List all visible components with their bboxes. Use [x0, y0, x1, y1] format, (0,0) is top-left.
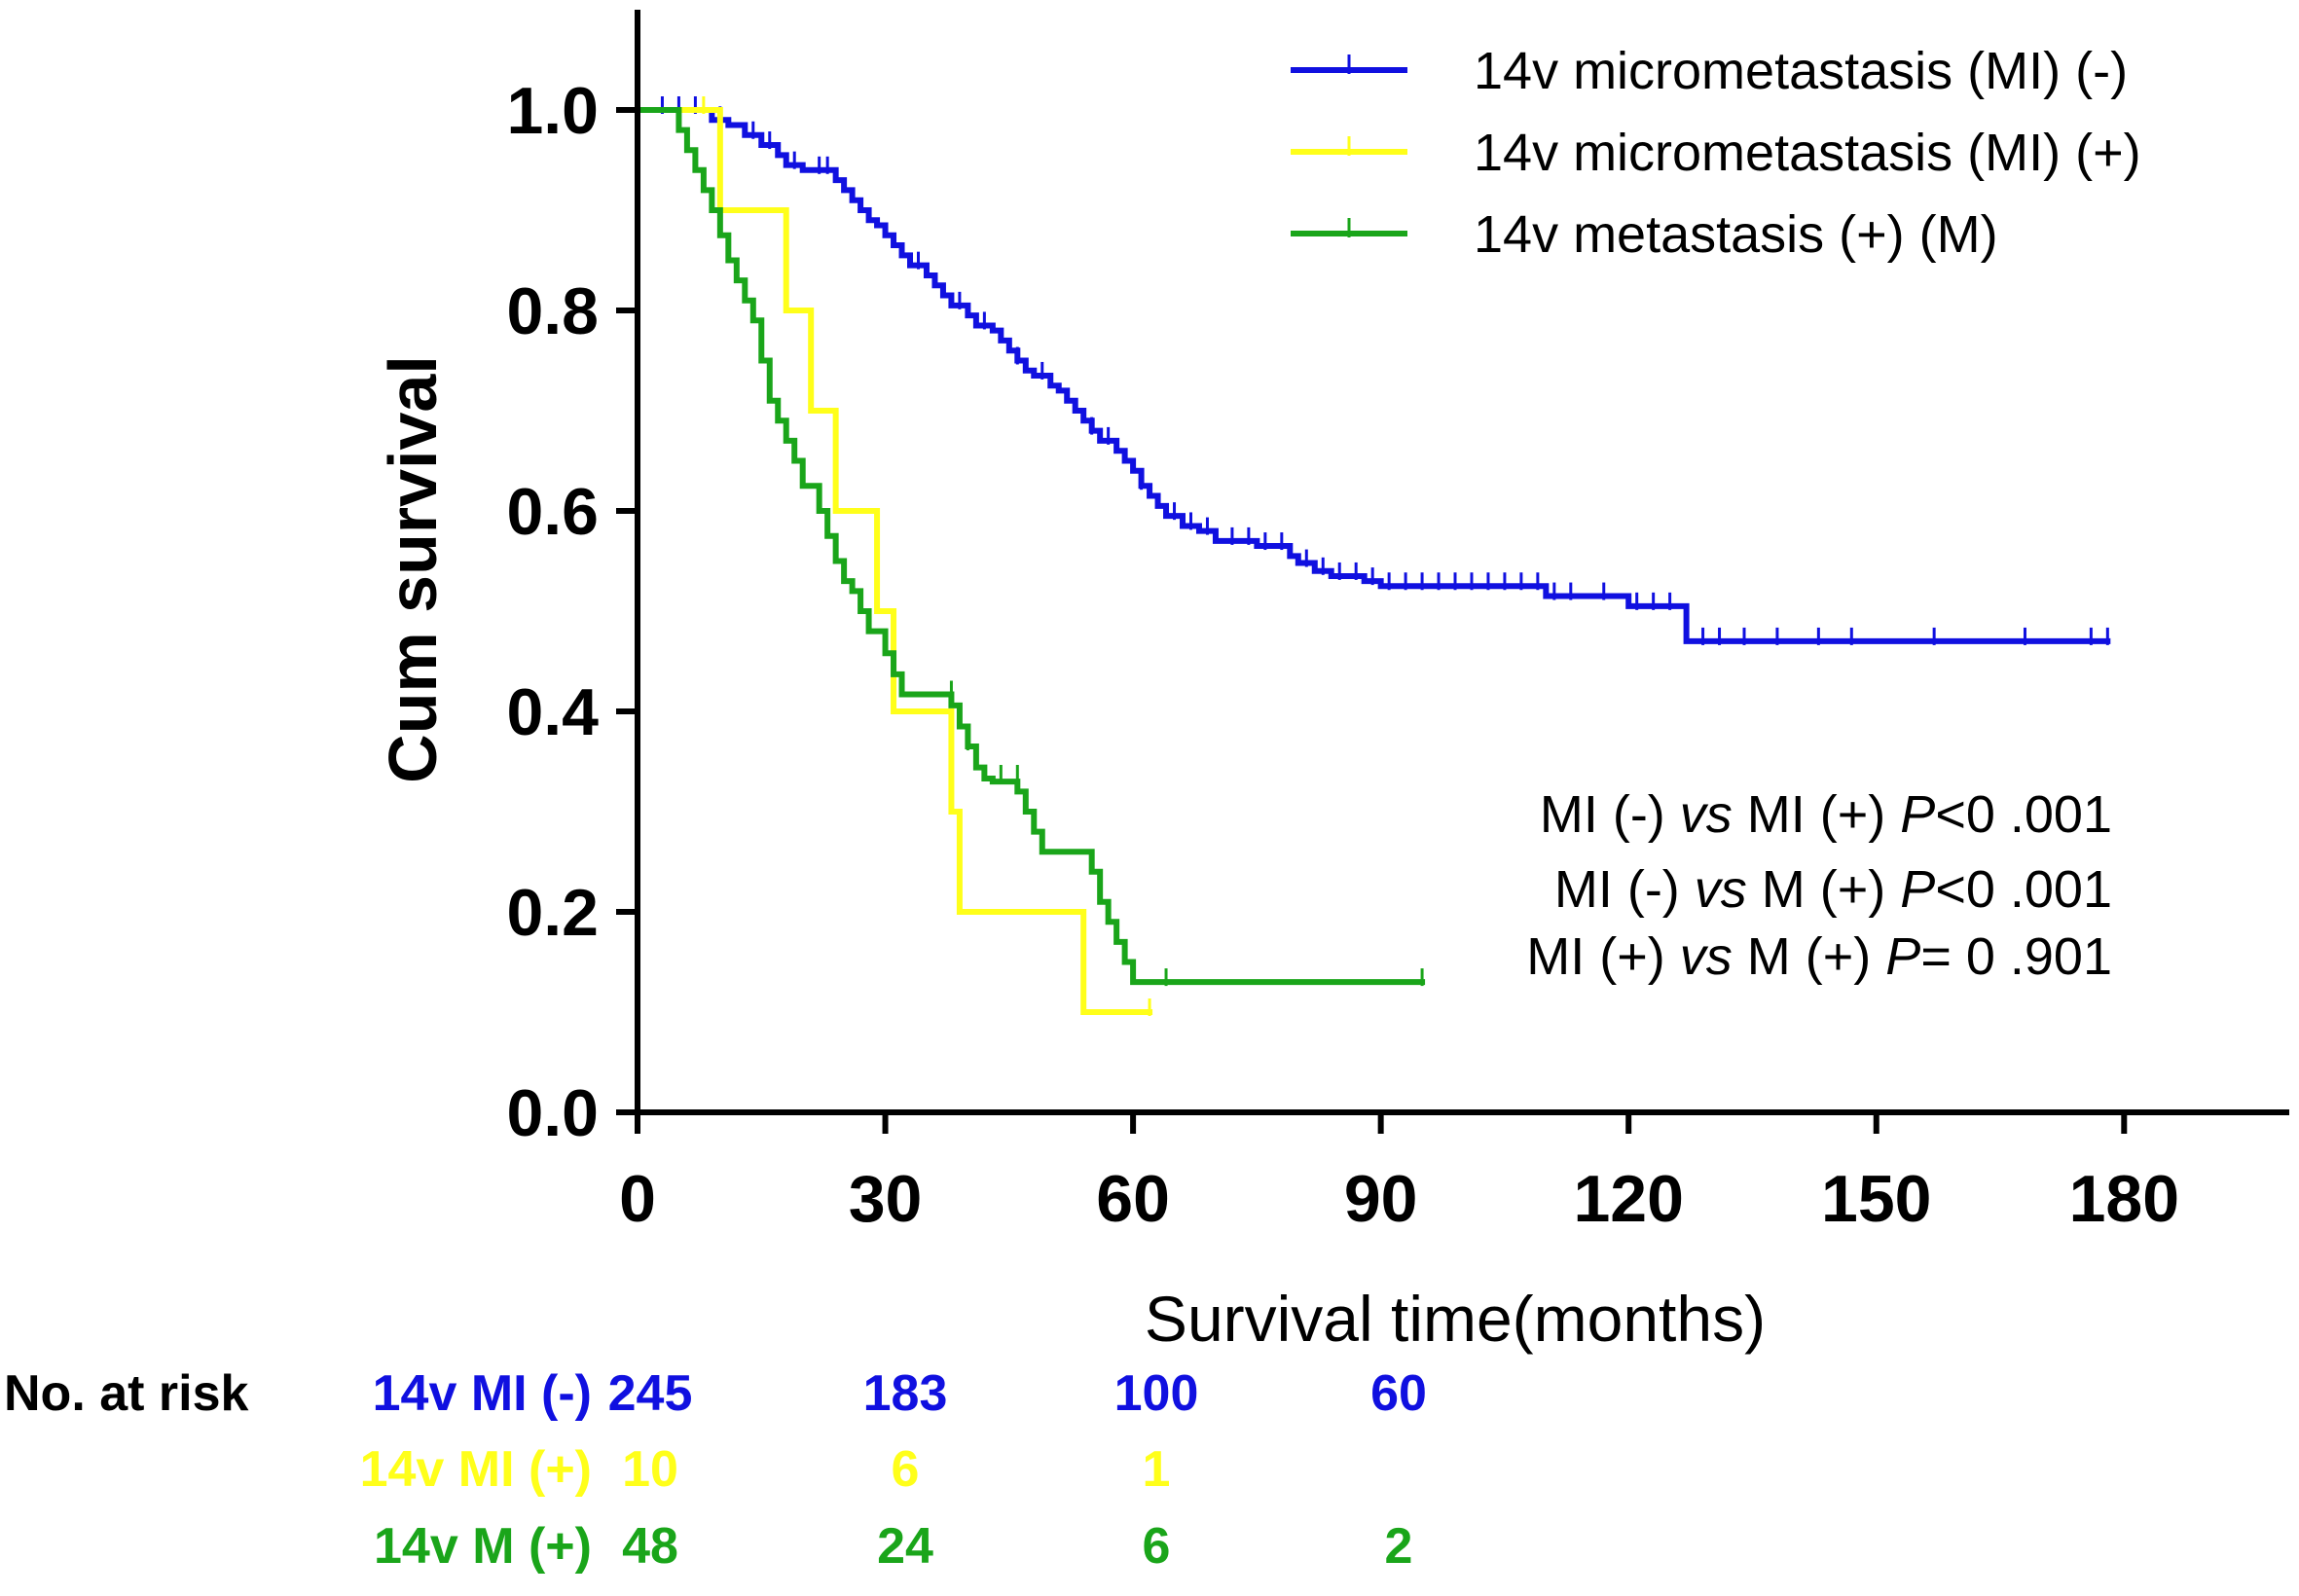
legend-label: 14v micrometastasis (MI) (-) [1474, 42, 2128, 100]
p-value-part: vs [1695, 860, 1747, 919]
risk-table: No. at risk 14v MI (-) 245 183 100 60 14v MI (… [4, 1365, 1427, 1575]
x-tick-label: 120 [1573, 1162, 1683, 1236]
risk-row-label: 14v M (+) [374, 1518, 592, 1575]
p-value-part: <0 .001 [1935, 785, 2112, 844]
risk-row-label: 14v MI (-) [373, 1365, 592, 1422]
series-3 [635, 107, 1426, 987]
p-value-part: <0 .001 [1935, 860, 2112, 919]
risk-value: 6 [892, 1441, 920, 1498]
risk-value: 2 [1385, 1518, 1413, 1575]
risk-value: 48 [622, 1518, 678, 1575]
y-tick-label: 0.6 [506, 475, 599, 549]
p-value-part: M (+) [1733, 927, 1886, 986]
p-value-part: vs [1680, 927, 1733, 986]
series-line [635, 107, 1426, 986]
plot-series [635, 96, 2111, 1016]
legend-label: 14v metastasis (+) (M) [1474, 205, 1998, 264]
p-value-part: MI (+) [1733, 785, 1901, 844]
risk-value: 6 [1143, 1518, 1171, 1575]
p-value-part: vs [1680, 785, 1733, 844]
risk-value: 1 [1143, 1441, 1171, 1498]
p-value-part: P [1900, 785, 1935, 844]
x-tick-label: 0 [619, 1162, 656, 1236]
risk-table-header: No. at risk [4, 1365, 248, 1422]
series-1 [635, 96, 2111, 645]
risk-value: 245 [608, 1365, 693, 1422]
risk-value: 24 [877, 1518, 933, 1575]
series-line [635, 107, 2111, 644]
legend-item: 14v micrometastasis (MI) (+) [1291, 124, 2141, 182]
y-axis-title: Cum survival [375, 355, 451, 783]
x-tick-label: 90 [1344, 1162, 1418, 1236]
p-value-line: MI (-) vs MI (+) P<0 .001 [1540, 785, 2112, 844]
x-tick-label: 60 [1096, 1162, 1170, 1236]
x-tick-label: 180 [2069, 1162, 2179, 1236]
p-value-part: P [1885, 927, 1920, 986]
p-value-part: = 0 .901 [1920, 927, 2112, 986]
p-value-line: MI (-) vs M (+) P<0 .001 [1554, 860, 2112, 919]
p-value-line: MI (+) vs M (+) P= 0 .901 [1526, 927, 2112, 986]
y-tick-label: 0.8 [506, 274, 599, 348]
legend: 14v micrometastasis (MI) (-) 14v micromet… [1291, 42, 2141, 264]
series-2 [635, 96, 1153, 1016]
x-tick-label: 150 [1821, 1162, 1931, 1236]
y-tick-label: 0.0 [506, 1076, 599, 1150]
risk-value: 10 [622, 1441, 678, 1498]
series-line [635, 107, 1153, 1015]
p-value-part: P [1900, 860, 1935, 919]
legend-label: 14v micrometastasis (MI) (+) [1474, 124, 2141, 182]
risk-value: 100 [1114, 1365, 1199, 1422]
legend-item: 14v micrometastasis (MI) (-) [1291, 42, 2128, 100]
x-tick-label: 30 [849, 1162, 923, 1236]
y-tick-label: 1.0 [506, 74, 599, 148]
y-tick-label: 0.2 [506, 876, 599, 950]
risk-value: 60 [1370, 1365, 1427, 1422]
legend-item: 14v metastasis (+) (M) [1291, 205, 1998, 264]
p-value-part: MI (+) [1526, 927, 1680, 986]
p-value-part: MI (-) [1540, 785, 1680, 844]
x-axis-title: Survival time(months) [1145, 1283, 1766, 1355]
p-value-part: MI (-) [1554, 860, 1695, 919]
p-value-part: M (+) [1747, 860, 1901, 919]
risk-value: 183 [863, 1365, 948, 1422]
axes: 0.0 0.2 0.4 0.6 0.8 1.0 0 30 60 90 120 150 180 [506, 10, 2289, 1236]
risk-row-label: 14v MI (+) [360, 1441, 592, 1498]
y-tick-label: 0.4 [506, 675, 599, 749]
